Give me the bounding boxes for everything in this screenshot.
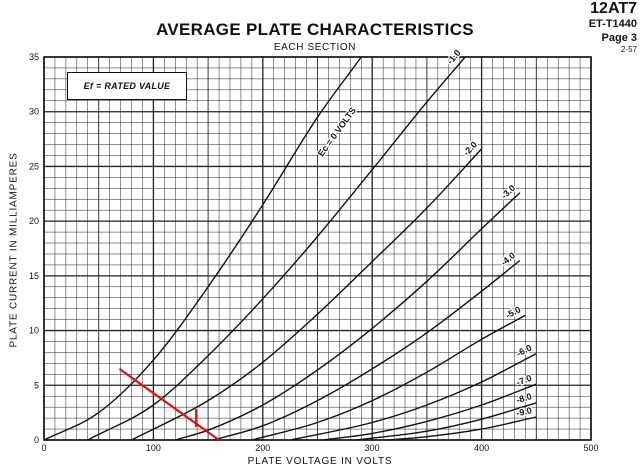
x-tick-label: 400 <box>474 443 489 453</box>
load-line <box>118 367 220 441</box>
x-tick-label: 300 <box>365 443 380 453</box>
y-tick-label: 20 <box>29 216 39 226</box>
plot-frame <box>43 56 592 441</box>
chart-subtitle: EACH SECTION <box>273 42 357 53</box>
curve-10 <box>87 56 466 441</box>
x-tick-label: 200 <box>255 443 270 453</box>
curve-80-label: -8.0 <box>515 391 533 405</box>
curve-70 <box>322 383 537 441</box>
y-tick-label: 15 <box>29 271 39 281</box>
document-date: 2-57 <box>620 45 637 54</box>
curve-40 <box>213 259 521 441</box>
curve-80 <box>355 402 537 441</box>
tube-type: 12AT7 <box>590 0 637 17</box>
y-tick-label: 35 <box>29 52 39 62</box>
x-axis-label: PLATE VOLTAGE IN VOLTS <box>247 456 393 467</box>
curve-60 <box>289 352 537 441</box>
curve-30 <box>175 192 521 441</box>
curve-90-label: -9.0 <box>515 405 532 418</box>
y-tick-label: 25 <box>29 161 39 171</box>
filament-note: Ef = RATED VALUE <box>67 72 187 100</box>
y-tick-label: 10 <box>29 326 39 336</box>
y-tick-label: 30 <box>29 107 39 117</box>
x-tick-label: 0 <box>41 443 46 453</box>
x-tick-label: 100 <box>146 443 161 453</box>
curve-0v-label: Ec = 0 VOLTS <box>316 105 358 158</box>
y-tick-label: 0 <box>34 435 39 445</box>
document-code: ET-T1440 <box>588 18 637 30</box>
curve-90 <box>388 416 537 441</box>
y-tick-label: 5 <box>34 380 39 390</box>
curve-0v <box>43 56 362 441</box>
curve-20 <box>131 148 483 441</box>
page-number: Page 3 <box>601 32 637 44</box>
curve-50 <box>251 314 526 441</box>
chart-title: AVERAGE PLATE CHARACTERISTICS <box>156 20 474 39</box>
x-tick-label: 500 <box>583 443 598 453</box>
y-axis-label: PLATE CURRENT IN MILLIAMPERES <box>8 152 20 348</box>
